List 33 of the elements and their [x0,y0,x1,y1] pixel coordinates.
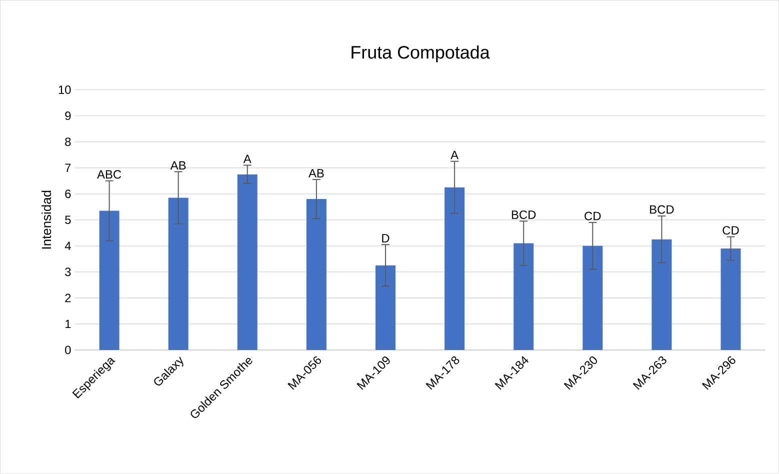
y-tick-label: 7 [65,164,71,172]
bar [375,266,396,350]
annotation: BCD [512,210,536,220]
y-tick-label: 1 [66,320,71,328]
bar [306,199,326,350]
bar [652,240,672,350]
bar [168,198,188,350]
annotation: A [450,151,459,160]
annotation: AB [170,161,186,170]
annotation: CD [584,212,601,220]
annotation: AB [308,169,324,178]
annotation: CD [722,226,739,235]
y-tick-label: 10 [58,86,71,94]
y-axis-title: Intensidad [42,190,52,249]
y-tick-label: 5 [65,216,71,224]
y-tick-label: 6 [65,190,71,198]
bar [582,246,603,350]
y-tick-label: 2 [65,294,71,302]
chart-title: Fruta Compotada [352,46,490,62]
y-tick-label: 4 [64,242,71,250]
y-tick-label: 0 [65,346,71,354]
y-tick-label: 8 [65,138,71,146]
annotation: A [243,154,252,164]
y-tick-label: 3 [65,268,71,276]
bar [237,174,258,350]
bar [720,248,741,350]
annotation: ABC [97,170,122,179]
bar [99,210,120,350]
bar [444,187,465,350]
annotation: BCD [650,205,674,214]
annotation: D [382,234,390,243]
bar [514,243,534,350]
y-tick-label: 9 [65,112,71,120]
